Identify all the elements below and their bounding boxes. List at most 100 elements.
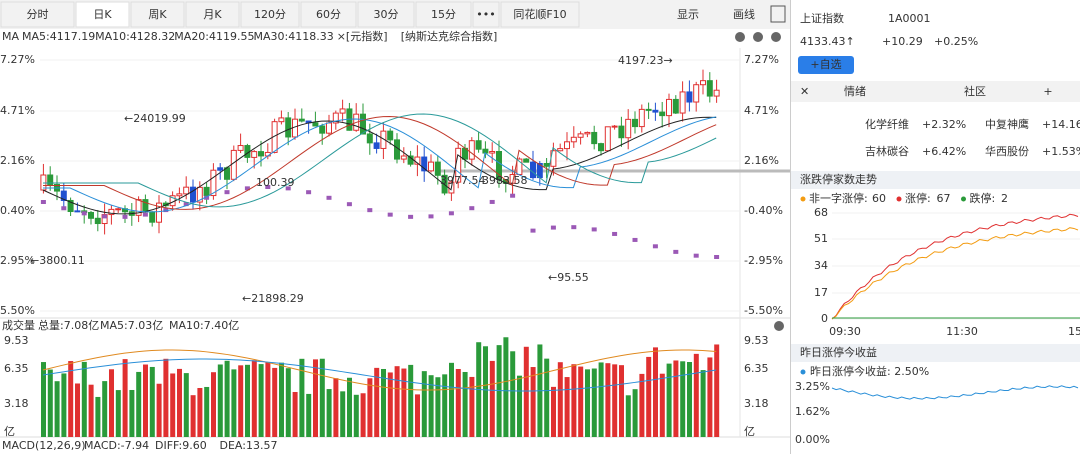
tab-label[interactable]: 日K: [93, 8, 112, 21]
tab[interactable]: [240, 1, 300, 28]
overlay-candle: [571, 225, 577, 230]
legend-dot: [896, 196, 902, 202]
overlay-candle: [61, 206, 67, 211]
overlay-candle: [408, 214, 414, 219]
candle-body: [176, 193, 183, 197]
volume-bar: [95, 396, 101, 437]
legend-name: 涨停:: [905, 191, 931, 205]
volume-bar: [653, 347, 658, 437]
volume-bar: [279, 362, 284, 437]
overlay-candle: [510, 193, 516, 198]
overlay-candle: [204, 195, 210, 200]
volume-bar: [469, 376, 475, 437]
tab[interactable]: [0, 1, 75, 28]
add-tab[interactable]: +: [1043, 85, 1052, 98]
volume-bar: [455, 368, 461, 437]
volume-bar: [462, 371, 468, 437]
volume-bar: [265, 362, 271, 437]
tab-bar: [791, 81, 1080, 102]
volume-bar: [659, 373, 665, 437]
volume-bar: [217, 364, 223, 437]
volume-bar: [177, 368, 182, 437]
y-tick-label: 0.00%: [795, 433, 830, 446]
volume-bar: [435, 377, 441, 437]
overlay-candle: [673, 249, 679, 254]
tab-label[interactable]: 情绪: [844, 84, 866, 98]
toolbar-button[interactable]: 显示: [677, 8, 699, 21]
volume-bar: [251, 360, 257, 437]
volume-bar: [340, 391, 346, 437]
tab-label[interactable]: 同花顺F10: [513, 8, 566, 21]
tab[interactable]: [75, 1, 130, 28]
candle-body: [183, 186, 190, 195]
tab[interactable]: [185, 1, 240, 28]
volume-bar: [272, 367, 278, 437]
volume-bar: [639, 373, 645, 437]
tab-label[interactable]: 周K: [148, 8, 167, 21]
tab-label[interactable]: 60分: [316, 8, 341, 21]
y-tick-label: -2.95%: [744, 254, 783, 267]
panel-icon[interactable]: [735, 32, 745, 42]
tab[interactable]: [415, 1, 472, 28]
panel-icon[interactable]: [774, 321, 784, 331]
y-tick-label: 0: [821, 312, 828, 325]
tab-label[interactable]: 分时: [27, 8, 49, 21]
candle-body: [312, 122, 319, 127]
volume-bar: [415, 394, 420, 437]
overlay-candle: [632, 237, 638, 242]
tab[interactable]: [357, 1, 415, 28]
tab[interactable]: [500, 1, 580, 28]
panel-icon[interactable]: [771, 32, 781, 42]
tab-label[interactable]: 15分: [431, 8, 456, 21]
x-tick-label: 15: [1068, 325, 1080, 338]
add-button[interactable]: [798, 56, 854, 74]
sector-pct: +1.53%: [1042, 145, 1080, 158]
tab-label[interactable]: 120分: [254, 8, 286, 21]
volume-bar: [598, 362, 604, 437]
volume-bar: [503, 337, 509, 437]
tab-label[interactable]: 30分: [374, 8, 399, 21]
toolbar-button[interactable]: 画线: [733, 7, 755, 21]
sector-name: 华西股份: [985, 144, 1029, 158]
volume-bar: [326, 389, 332, 437]
volume-bar: [523, 346, 529, 437]
volume-bar: [238, 365, 244, 437]
legend-item: MA30:4118.33: [254, 30, 334, 43]
volume-bar: [292, 391, 298, 437]
y-tick-label: 51: [814, 232, 828, 245]
volume-bar: [666, 363, 672, 437]
legend-prefix: MA: [2, 30, 19, 43]
sector-pct: +2.32%: [922, 118, 966, 131]
candle-body: [380, 130, 387, 149]
overlay-candle: [612, 231, 618, 236]
candle-body: [251, 151, 258, 158]
candle-body: [570, 136, 577, 143]
legend-dot: [800, 369, 806, 375]
sector-name: 吉林碳谷: [865, 144, 909, 158]
quote-name: 上证指数: [800, 11, 844, 25]
y-tick-label: 7.27%: [744, 53, 779, 66]
y-tick-label: 4.71%: [0, 104, 35, 117]
tab-label[interactable]: 社区: [964, 84, 986, 98]
tab[interactable]: [130, 1, 185, 28]
tab-label[interactable]: •••: [476, 8, 495, 21]
tab[interactable]: [472, 1, 500, 28]
annotation: ←95.55: [548, 271, 589, 284]
add-button-label[interactable]: +自选: [810, 58, 841, 71]
volume-bar: [143, 364, 148, 437]
candle-body: [326, 122, 332, 134]
legend-item: MA20:4119.55: [174, 30, 254, 43]
candle-body: [217, 167, 224, 171]
volume-bar: [544, 358, 550, 437]
toolbar-icon[interactable]: [770, 5, 786, 23]
volume-bar: [387, 372, 393, 437]
tab-label[interactable]: 月K: [203, 8, 222, 21]
volume-bar: [632, 389, 638, 437]
volume-bar: [47, 369, 53, 437]
volume-ma: [42, 349, 717, 391]
tab[interactable]: [300, 1, 357, 28]
panel-icon[interactable]: [753, 32, 763, 42]
volume-bar: [224, 360, 230, 437]
annotation: 3983.58: [482, 174, 528, 187]
legend-item: DEA:13.57: [220, 439, 278, 452]
